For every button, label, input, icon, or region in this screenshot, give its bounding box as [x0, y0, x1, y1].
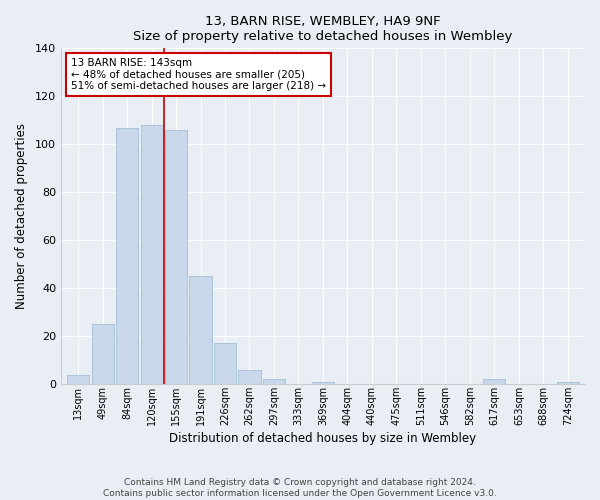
- Bar: [165, 130, 187, 384]
- Text: 13 BARN RISE: 143sqm
← 48% of detached houses are smaller (205)
51% of semi-deta: 13 BARN RISE: 143sqm ← 48% of detached h…: [71, 58, 326, 91]
- Bar: [214, 344, 236, 384]
- Bar: [312, 382, 334, 384]
- Bar: [484, 380, 505, 384]
- Bar: [238, 370, 260, 384]
- Text: Contains HM Land Registry data © Crown copyright and database right 2024.
Contai: Contains HM Land Registry data © Crown c…: [103, 478, 497, 498]
- Bar: [92, 324, 113, 384]
- Y-axis label: Number of detached properties: Number of detached properties: [15, 124, 28, 310]
- Bar: [190, 276, 212, 384]
- Bar: [67, 374, 89, 384]
- X-axis label: Distribution of detached houses by size in Wembley: Distribution of detached houses by size …: [169, 432, 476, 445]
- Bar: [116, 128, 138, 384]
- Bar: [140, 125, 163, 384]
- Bar: [557, 382, 579, 384]
- Bar: [263, 380, 285, 384]
- Title: 13, BARN RISE, WEMBLEY, HA9 9NF
Size of property relative to detached houses in : 13, BARN RISE, WEMBLEY, HA9 9NF Size of …: [133, 15, 512, 43]
